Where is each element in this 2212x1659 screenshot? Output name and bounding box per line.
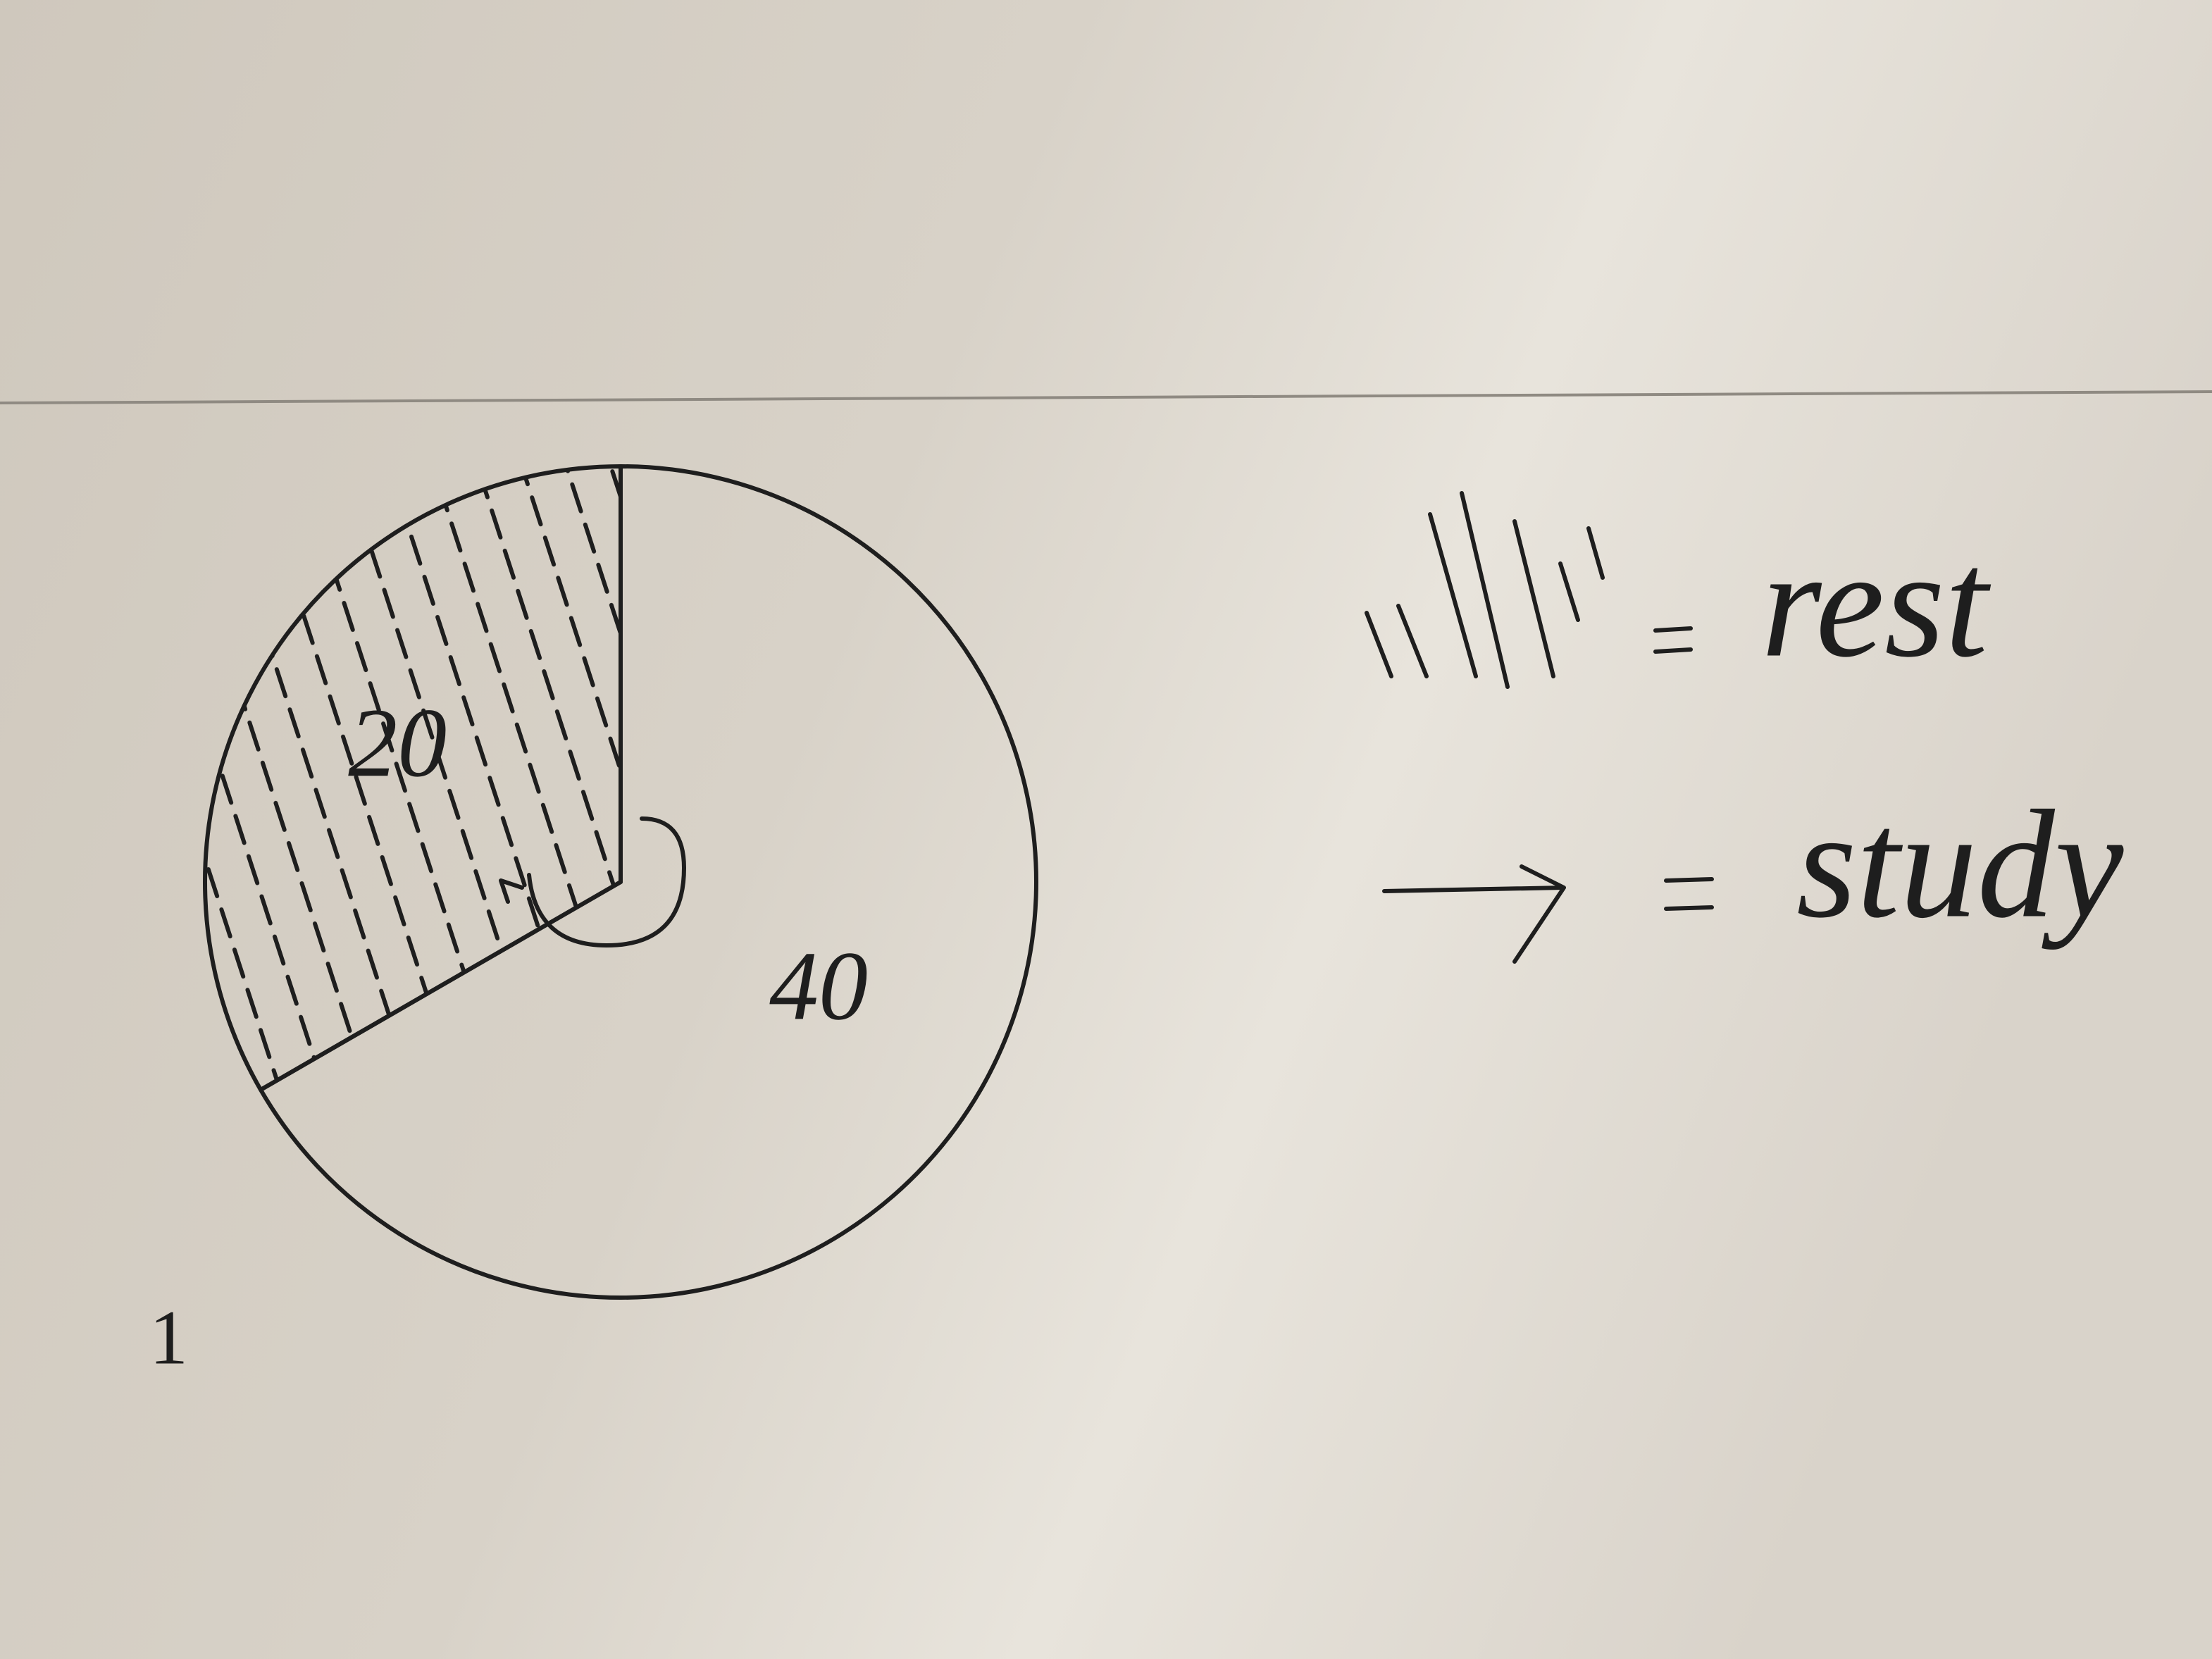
pie-slice (259, 464, 1038, 1300)
slice-label: 20 (348, 688, 447, 797)
slice-label: 40 (769, 931, 868, 1040)
annotation: 1 (149, 1294, 188, 1380)
study-arrow-symbol (499, 816, 686, 947)
legend-label: rest (1761, 517, 1992, 689)
legend-equals (1653, 626, 1693, 654)
legend-label: study (1796, 778, 2124, 950)
legend: rest study (1365, 491, 2124, 964)
legend-arrow-swatch (1382, 864, 1566, 964)
legend-equals (1664, 877, 1714, 911)
paper-fold (0, 390, 2212, 404)
legend-hatch-swatch (1365, 491, 1605, 689)
pie-slice (203, 464, 623, 1092)
